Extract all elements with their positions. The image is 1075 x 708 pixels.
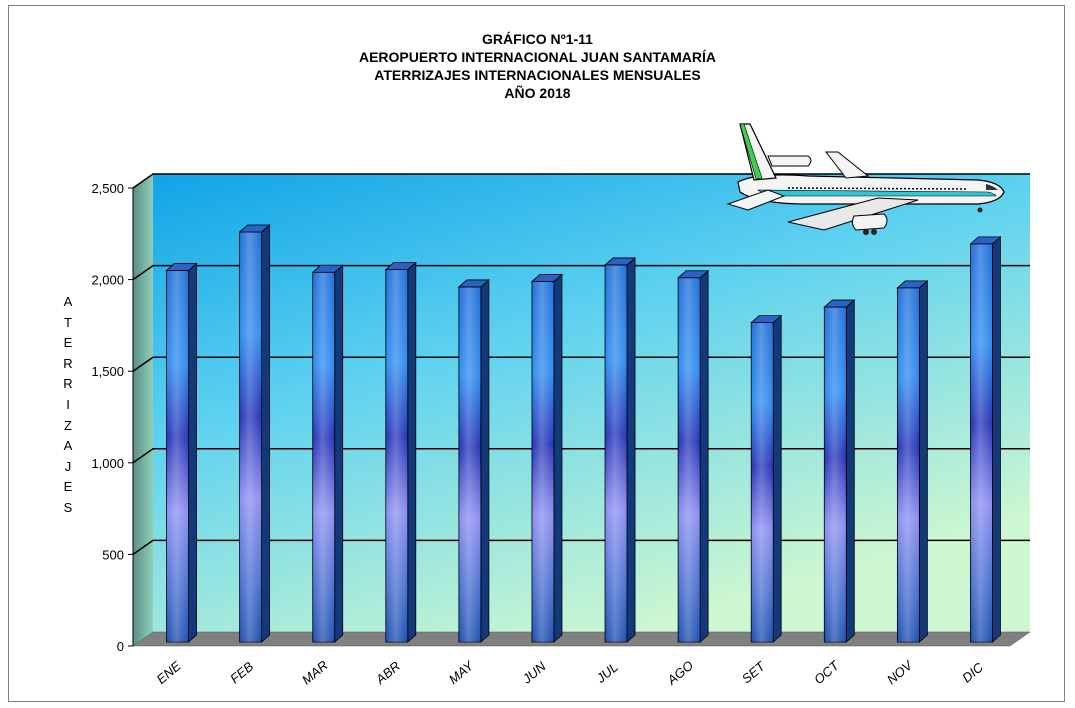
y-axis-label-letter: J bbox=[64, 458, 72, 474]
bar-highlight bbox=[751, 322, 774, 642]
gridline bbox=[132, 264, 1030, 281]
y-axis-label-letter: S bbox=[63, 499, 73, 515]
title-line-2: AEROPUERTO INTERNACIONAL JUAN SANTAMARÍA bbox=[358, 49, 716, 65]
bar-top bbox=[457, 279, 490, 288]
bar-side bbox=[553, 273, 563, 643]
y-axis-label-letter: E bbox=[63, 479, 73, 495]
bar-top bbox=[311, 264, 344, 273]
gridline bbox=[132, 539, 1030, 556]
title-line-1: GRÁFICO Nº1-11 bbox=[482, 31, 593, 47]
bar-side bbox=[992, 235, 1001, 643]
x-tick-label: JUN bbox=[519, 658, 549, 687]
bar-highlight bbox=[970, 243, 993, 642]
bar-side bbox=[407, 261, 417, 643]
x-tick-label: JUL bbox=[593, 659, 621, 686]
y-axis-label-letter: E bbox=[63, 335, 73, 351]
bar-side bbox=[918, 279, 928, 643]
bar-highlight bbox=[312, 272, 335, 642]
bar-highlight bbox=[824, 307, 847, 642]
y-tick-label: 500 bbox=[102, 547, 124, 562]
bar-top bbox=[823, 299, 856, 308]
title-line-4: AÑO 2018 bbox=[504, 85, 571, 101]
y-axis-label-letter: R bbox=[63, 355, 73, 371]
chart-title: GRÁFICO Nº1-11 AEROPUERTO INTERNACIONAL … bbox=[0, 30, 1075, 102]
bar-highlight bbox=[678, 277, 701, 642]
y-tick-label: 2,000 bbox=[91, 273, 124, 288]
bar-side bbox=[845, 299, 855, 643]
title-line-3: ATERRIZAJES INTERNACIONALES MENSUALES bbox=[374, 67, 701, 83]
y-axis-label-letter: A bbox=[63, 438, 73, 454]
gridline bbox=[132, 173, 1030, 189]
bar-top bbox=[603, 257, 637, 266]
x-tick-label: ABR bbox=[372, 658, 403, 687]
x-tick-label: SET bbox=[739, 658, 769, 686]
bar-side bbox=[334, 264, 344, 643]
y-axis-label-letter: A bbox=[63, 294, 73, 309]
x-tick-label: MAR bbox=[299, 658, 331, 688]
y-axis-label-letter: I bbox=[66, 396, 70, 412]
bar-top bbox=[165, 263, 198, 271]
y-axis-label-letter: T bbox=[64, 314, 72, 330]
x-tick-label: AGO bbox=[664, 658, 697, 689]
bar-side bbox=[480, 279, 490, 643]
bar-top bbox=[530, 274, 564, 282]
bar-highlight bbox=[605, 264, 628, 642]
bar-highlight bbox=[166, 270, 189, 642]
bar-top bbox=[750, 315, 783, 324]
bar-side bbox=[188, 262, 197, 643]
bar-top bbox=[677, 270, 710, 279]
x-tick-label: MAY bbox=[446, 657, 478, 687]
x-tick-label: DIC bbox=[959, 659, 986, 685]
x-tick-label: NOV bbox=[884, 657, 916, 687]
plot-side-wall bbox=[133, 174, 153, 646]
y-tick-label: 1,000 bbox=[91, 456, 124, 471]
plot-floor bbox=[132, 631, 1031, 647]
bar-side bbox=[626, 257, 636, 643]
x-tick-label: ENE bbox=[154, 658, 184, 687]
bar-highlight bbox=[239, 231, 262, 642]
bar-highlight bbox=[385, 269, 408, 642]
bar-side bbox=[261, 224, 271, 643]
y-axis-label-letter: R bbox=[63, 376, 73, 392]
bar-highlight bbox=[897, 287, 920, 642]
airplane-icon bbox=[726, 123, 1005, 235]
y-tick-label: 2,500 bbox=[91, 181, 124, 196]
gridline bbox=[132, 356, 1030, 372]
bar-top bbox=[384, 262, 417, 270]
bar-highlight bbox=[531, 281, 554, 642]
x-tick-label: FEB bbox=[227, 658, 256, 686]
bar-top bbox=[969, 236, 1002, 245]
bar-top bbox=[896, 280, 929, 289]
bar-top bbox=[238, 224, 271, 233]
x-tick-label: OCT bbox=[811, 657, 842, 687]
y-tick-label: 0 bbox=[117, 639, 124, 654]
plot-back-wall bbox=[153, 174, 1030, 632]
y-axis-label-letter: Z bbox=[64, 417, 72, 433]
gridline bbox=[132, 448, 1030, 464]
bar-side bbox=[699, 269, 709, 643]
bar-side bbox=[772, 314, 782, 643]
y-tick-label: 1,500 bbox=[91, 364, 124, 379]
bar-highlight bbox=[458, 286, 481, 642]
